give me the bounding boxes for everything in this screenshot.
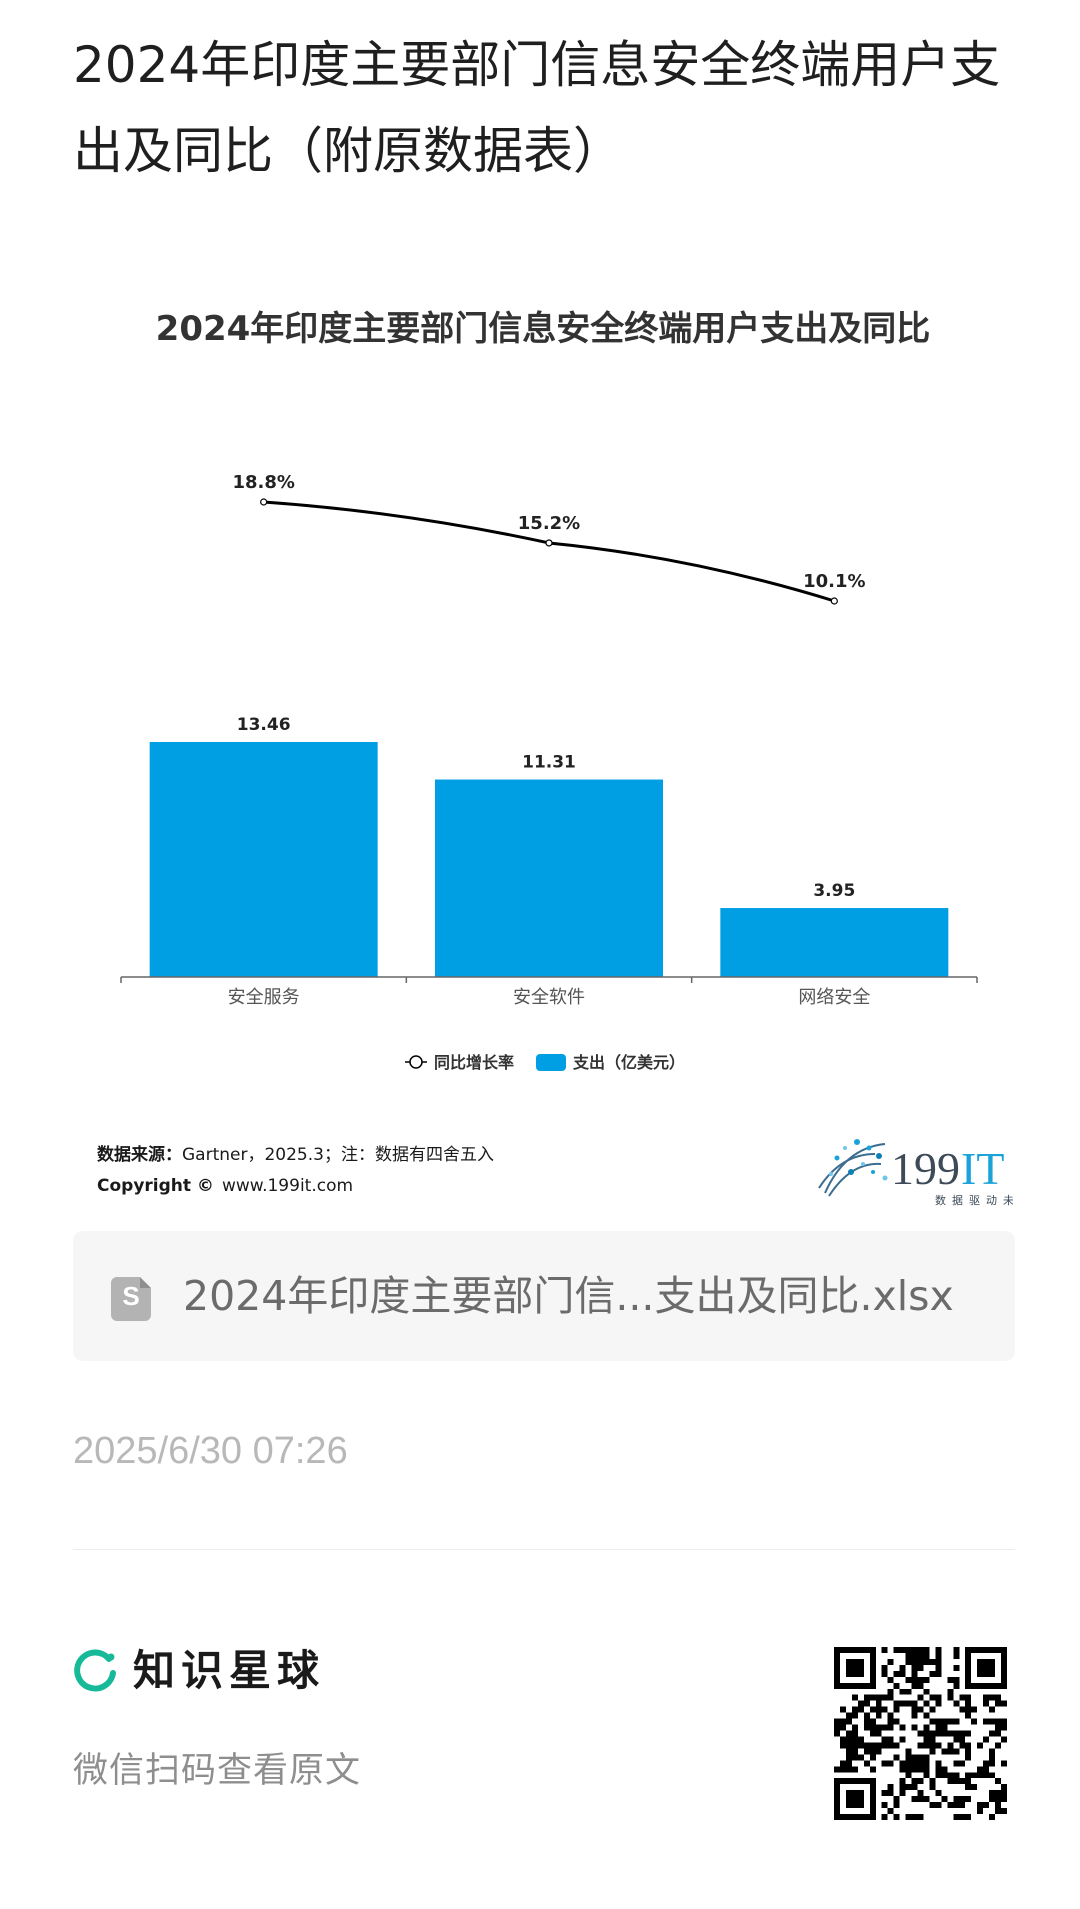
- bar-2: [435, 779, 663, 977]
- source-text: Gartner，2025.3；注：数据有四舍五入: [182, 1145, 494, 1165]
- bar-1: [149, 742, 378, 977]
- page-title: 2024年印度主要部门信息安全终端用户支出及同比（附原数据表）: [73, 36, 1001, 180]
- copyright-line: Copyright © www.199it.com: [97, 1176, 353, 1196]
- x-tick-label: 安全软件: [513, 987, 585, 1008]
- x-tick-label: 安全服务: [228, 987, 300, 1008]
- copyright-label: Copyright ©: [97, 1176, 214, 1196]
- line-value-label: 10.1%: [803, 571, 865, 592]
- attachment-file-name[interactable]: 2024年印度主要部门信...支出及同比.xlsx: [183, 1272, 954, 1320]
- bar-value-label: 3.95: [813, 881, 855, 901]
- chart: 2024年印度主要部门信息安全终端用户支出及同比 13.4611.313.95 …: [97, 309, 1013, 1207]
- publish-timestamp: 2025/6/30 07:26: [73, 1430, 348, 1472]
- divider: [73, 1549, 1015, 1550]
- legend-bar-swatch: [536, 1054, 566, 1071]
- svg-text:199: 199: [891, 1143, 960, 1194]
- source-label: 数据来源：: [97, 1144, 182, 1165]
- line-point: [545, 539, 553, 547]
- bar-value-label: 11.31: [522, 753, 576, 773]
- svg-text:IT: IT: [961, 1143, 1004, 1194]
- spreadsheet-file-icon: S: [111, 1277, 151, 1321]
- qr-code[interactable]: [834, 1647, 1007, 1820]
- legend-label-spend: 支出（亿美元）: [572, 1053, 685, 1072]
- brand-name: 知识星球: [133, 1646, 326, 1695]
- attachment-file[interactable]: S 2024年印度主要部门信...支出及同比.xlsx: [73, 1231, 1015, 1361]
- chart-card: 2024年印度主要部门信息安全终端用户支出及同比 13.46 11.31 3.95 …: [73, 280, 1013, 1210]
- copyright-text: www.199it.com: [222, 1176, 353, 1196]
- source-line: 数据来源：Gartner，2025.3；注：数据有四舍五入: [97, 1144, 494, 1165]
- logo-dots-icon: [818, 1139, 888, 1197]
- zsxq-logo-icon: [74, 1649, 116, 1692]
- line-value-label: 15.2%: [518, 513, 580, 534]
- logo-199it: 199 IT 数据驱动未来: [818, 1139, 1013, 1207]
- line-point: [260, 498, 268, 506]
- legend-label-growth: 同比增长率: [434, 1053, 514, 1072]
- line-point: [830, 597, 838, 605]
- chart-title: 2024年印度主要部门信息安全终端用户支出及同比: [156, 309, 931, 349]
- x-tick-label: 网络安全: [798, 987, 870, 1008]
- line-layer: 18.8% 15.2% 10.1%: [232, 472, 866, 605]
- bars-layer: 13.46 11.31 3.95: [149, 715, 949, 977]
- x-axis: 安全服务 安全软件 网络安全: [120, 976, 978, 1008]
- scan-hint: 微信扫码查看原文: [73, 1751, 362, 1791]
- logo-tagline: 数据驱动未来: [935, 1193, 1013, 1207]
- bar-3: [720, 908, 949, 977]
- legend: 同比增长率 支出（亿美元）: [405, 1053, 685, 1072]
- line-value-label: 18.8%: [232, 472, 294, 493]
- legend-marker-icon: [409, 1055, 423, 1069]
- bar-value-label: 13.46: [237, 715, 291, 735]
